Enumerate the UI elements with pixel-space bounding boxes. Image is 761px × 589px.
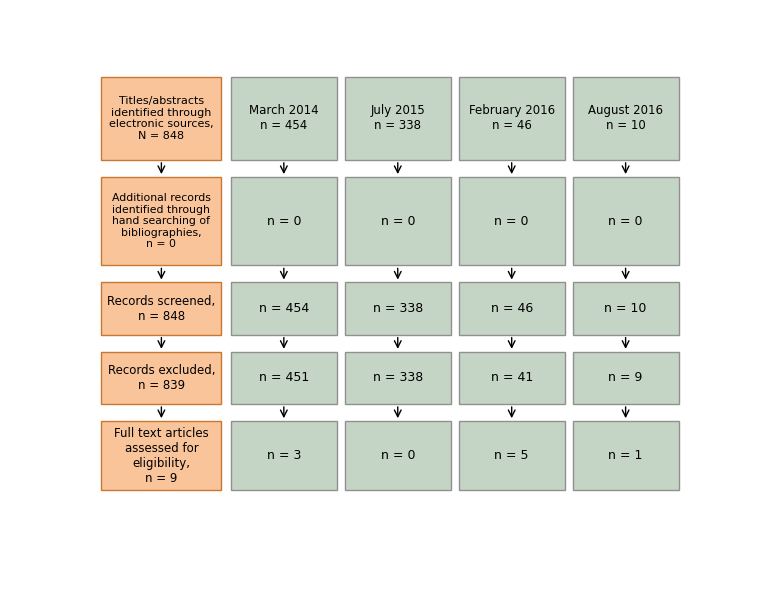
FancyBboxPatch shape xyxy=(101,352,221,404)
FancyBboxPatch shape xyxy=(572,177,679,266)
Text: n = 454: n = 454 xyxy=(259,302,309,315)
Text: n = 0: n = 0 xyxy=(380,449,415,462)
Text: August 2016
n = 10: August 2016 n = 10 xyxy=(588,104,663,133)
FancyBboxPatch shape xyxy=(345,77,451,160)
FancyBboxPatch shape xyxy=(345,283,451,335)
FancyBboxPatch shape xyxy=(101,177,221,266)
FancyBboxPatch shape xyxy=(572,421,679,490)
FancyBboxPatch shape xyxy=(231,77,337,160)
Text: July 2015
n = 338: July 2015 n = 338 xyxy=(371,104,425,133)
FancyBboxPatch shape xyxy=(572,283,679,335)
Text: March 2014
n = 454: March 2014 n = 454 xyxy=(249,104,319,133)
Text: n = 46: n = 46 xyxy=(491,302,533,315)
FancyBboxPatch shape xyxy=(231,283,337,335)
Text: Records excluded,
n = 839: Records excluded, n = 839 xyxy=(107,364,215,392)
Text: Full text articles
assessed for
eligibility,
n = 9: Full text articles assessed for eligibil… xyxy=(114,426,209,485)
FancyBboxPatch shape xyxy=(231,177,337,266)
FancyBboxPatch shape xyxy=(345,352,451,404)
FancyBboxPatch shape xyxy=(231,421,337,490)
Text: n = 3: n = 3 xyxy=(266,449,301,462)
Text: Records screened,
n = 848: Records screened, n = 848 xyxy=(107,294,215,323)
FancyBboxPatch shape xyxy=(459,77,565,160)
Text: Additional records
identified through
hand searching of
bibliographies,
n = 0: Additional records identified through ha… xyxy=(112,193,211,249)
Text: n = 451: n = 451 xyxy=(259,372,309,385)
Text: n = 338: n = 338 xyxy=(373,302,423,315)
Text: n = 1: n = 1 xyxy=(609,449,643,462)
Text: Titles/abstracts
identified through
electronic sources,
N = 848: Titles/abstracts identified through elec… xyxy=(109,96,214,141)
FancyBboxPatch shape xyxy=(572,77,679,160)
FancyBboxPatch shape xyxy=(459,352,565,404)
Text: n = 338: n = 338 xyxy=(373,372,423,385)
FancyBboxPatch shape xyxy=(459,421,565,490)
FancyBboxPatch shape xyxy=(345,421,451,490)
FancyBboxPatch shape xyxy=(231,352,337,404)
FancyBboxPatch shape xyxy=(572,352,679,404)
Text: n = 10: n = 10 xyxy=(604,302,647,315)
Text: n = 0: n = 0 xyxy=(608,215,643,228)
FancyBboxPatch shape xyxy=(459,283,565,335)
Text: n = 0: n = 0 xyxy=(380,215,415,228)
Text: n = 5: n = 5 xyxy=(495,449,529,462)
FancyBboxPatch shape xyxy=(101,77,221,160)
Text: n = 41: n = 41 xyxy=(491,372,533,385)
FancyBboxPatch shape xyxy=(459,177,565,266)
FancyBboxPatch shape xyxy=(101,421,221,490)
Text: n = 9: n = 9 xyxy=(609,372,643,385)
Text: n = 0: n = 0 xyxy=(495,215,529,228)
Text: n = 0: n = 0 xyxy=(266,215,301,228)
Text: February 2016
n = 46: February 2016 n = 46 xyxy=(469,104,555,133)
FancyBboxPatch shape xyxy=(101,283,221,335)
FancyBboxPatch shape xyxy=(345,177,451,266)
